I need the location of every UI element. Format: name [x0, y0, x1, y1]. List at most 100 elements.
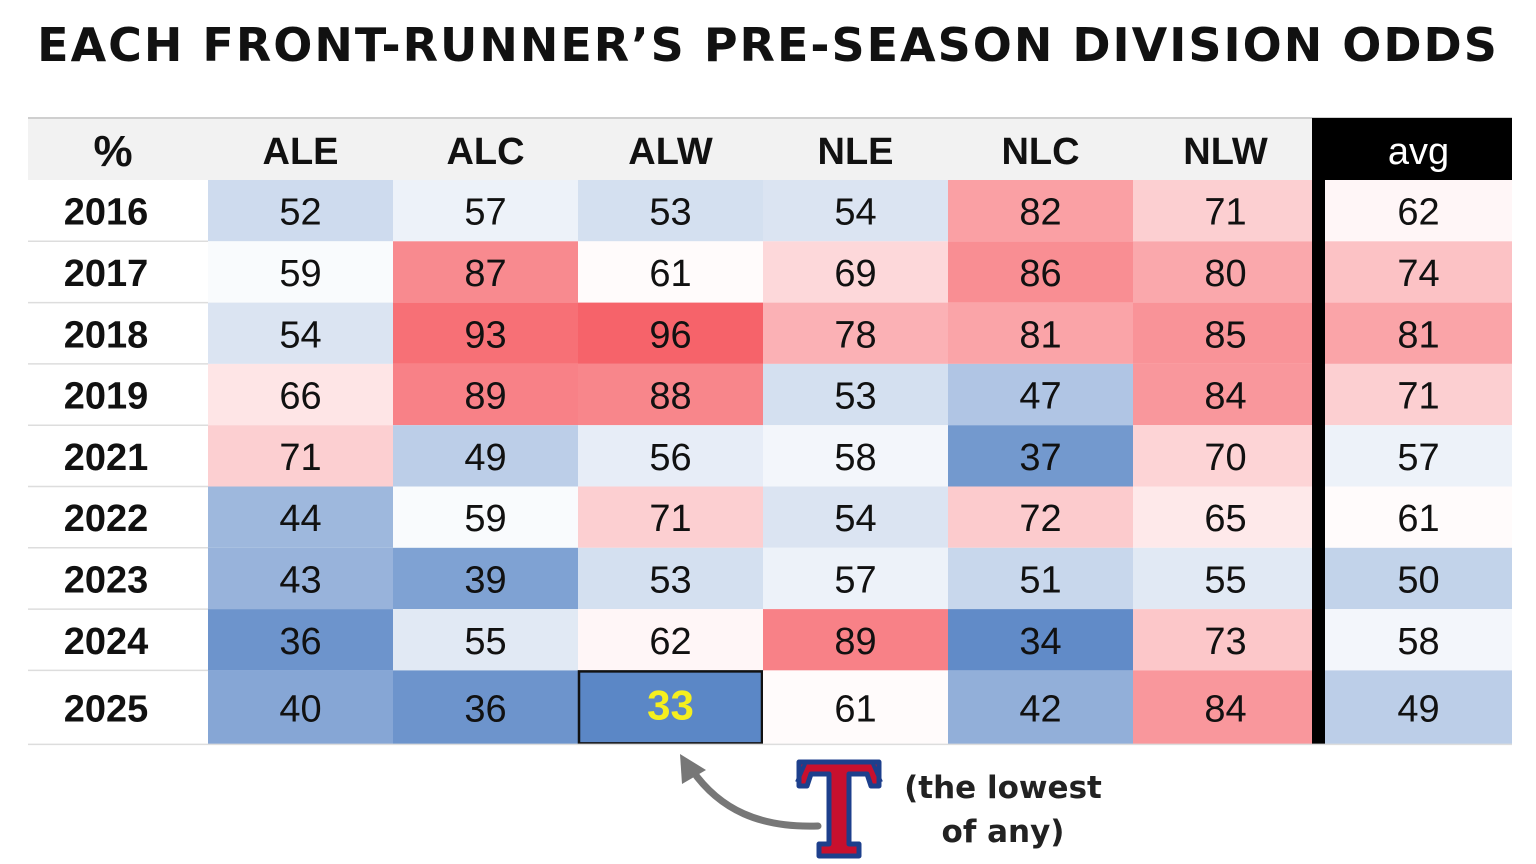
cell-value-label: 89 — [834, 621, 876, 663]
cell-value-label: 54 — [279, 314, 321, 356]
column-header-alw: ALW — [628, 131, 713, 173]
heat-cell — [208, 180, 393, 242]
cell-value-label: 42 — [1019, 688, 1061, 730]
cell-value-label: 39 — [464, 559, 506, 601]
annotation-note: (the lowest of any) — [898, 766, 1108, 854]
cell-value-label: 82 — [1019, 192, 1061, 234]
cell-value-label: 72 — [1019, 498, 1061, 540]
cell-value-label: 85 — [1204, 314, 1246, 356]
cell-value-label: 58 — [834, 437, 876, 479]
row-label-2023: 2023 — [64, 559, 149, 601]
avg-cell — [1325, 302, 1512, 364]
cell-value-label: 80 — [1204, 253, 1246, 295]
cell-value-label: 70 — [1204, 437, 1246, 479]
heat-cell — [948, 486, 1133, 548]
cell-value-label: 73 — [1204, 621, 1246, 663]
column-header-ale: ALE — [263, 131, 339, 173]
heat-cell — [1133, 363, 1318, 426]
heat-cell — [1133, 302, 1318, 364]
cell-value-label: 93 — [464, 314, 506, 356]
cell-value-label: 61 — [649, 253, 691, 295]
cell-value-label: 59 — [464, 498, 506, 540]
avg-cell — [1325, 609, 1512, 671]
highlight-value-label: 33 — [647, 681, 694, 728]
cell-value-label: 89 — [464, 376, 506, 418]
heat-cell — [393, 547, 578, 610]
row-label-2019: 2019 — [64, 376, 149, 418]
heat-cell — [948, 547, 1133, 610]
cell-value-label: 54 — [834, 498, 876, 540]
heat-cell — [208, 363, 393, 426]
heat-cell — [578, 670, 763, 745]
highlight-cell-border — [577, 670, 764, 745]
cell-value-label: 57 — [834, 559, 876, 601]
heat-cell — [948, 609, 1133, 671]
row-label-2016: 2016 — [64, 192, 149, 234]
header-band — [28, 118, 1312, 180]
heat-cell — [763, 302, 948, 364]
heat-cell — [393, 241, 578, 303]
avg-value-label: 62 — [1397, 192, 1439, 234]
avg-cell — [1325, 547, 1512, 610]
heat-cell — [393, 609, 578, 671]
heat-cell — [208, 302, 393, 364]
avg-cell — [1325, 363, 1512, 426]
heat-cell — [578, 180, 763, 242]
heat-cell — [578, 547, 763, 610]
avg-cell — [1325, 670, 1512, 745]
cell-value-label: 61 — [834, 688, 876, 730]
cell-value-label: 53 — [649, 192, 691, 234]
row-label-2024: 2024 — [64, 621, 149, 663]
avg-header-bg — [1312, 118, 1512, 180]
heat-cell — [578, 363, 763, 426]
heat-cell — [393, 486, 578, 548]
cell-value-label: 34 — [1019, 621, 1061, 663]
cell-value-label: 69 — [834, 253, 876, 295]
heat-cell — [763, 670, 948, 745]
heat-cell — [1133, 241, 1318, 303]
avg-value-label: 49 — [1397, 688, 1439, 730]
heat-cell — [948, 363, 1133, 426]
curved-arrow-icon — [680, 754, 822, 830]
heat-cell — [763, 609, 948, 671]
cell-value-label: 54 — [834, 192, 876, 234]
avg-separator — [1312, 180, 1325, 745]
row-label-2022: 2022 — [64, 498, 149, 540]
row-label-2025: 2025 — [64, 688, 149, 730]
cell-value-label: 55 — [464, 621, 506, 663]
cell-value-label: 49 — [464, 437, 506, 479]
cell-value-label: 52 — [279, 192, 321, 234]
cell-value-label: 59 — [279, 253, 321, 295]
cell-value-label: 44 — [279, 498, 321, 540]
cell-value-label: 43 — [279, 559, 321, 601]
avg-cell — [1325, 486, 1512, 548]
heat-cell — [393, 180, 578, 242]
cell-value-label: 71 — [1204, 192, 1246, 234]
avg-value-label: 61 — [1397, 498, 1439, 540]
heat-cell — [393, 670, 578, 745]
heat-cell — [208, 486, 393, 548]
rangers-logo-icon — [795, 759, 883, 859]
note-line-1: (the lowest — [904, 770, 1102, 806]
heat-cell — [763, 547, 948, 610]
heat-cell — [948, 302, 1133, 364]
heat-cell — [1133, 547, 1318, 610]
heat-cell — [208, 670, 393, 745]
heat-cell — [763, 363, 948, 426]
cell-value-label: 37 — [1019, 437, 1061, 479]
heat-cell — [208, 609, 393, 671]
avg-value-label: 81 — [1397, 314, 1439, 356]
row-label-2017: 2017 — [64, 253, 149, 295]
cell-value-label: 96 — [649, 314, 691, 356]
heat-cell — [208, 241, 393, 303]
heat-cell — [1133, 670, 1318, 745]
cell-value-label: 36 — [279, 621, 321, 663]
avg-header-label: avg — [1388, 131, 1449, 173]
cell-value-label: 62 — [649, 621, 691, 663]
avg-value-label: 57 — [1397, 437, 1439, 479]
heat-cell — [763, 486, 948, 548]
cell-value-label: 87 — [464, 253, 506, 295]
heat-cell — [1133, 486, 1318, 548]
heat-cell — [948, 241, 1133, 303]
cell-value-label: 84 — [1204, 376, 1246, 418]
